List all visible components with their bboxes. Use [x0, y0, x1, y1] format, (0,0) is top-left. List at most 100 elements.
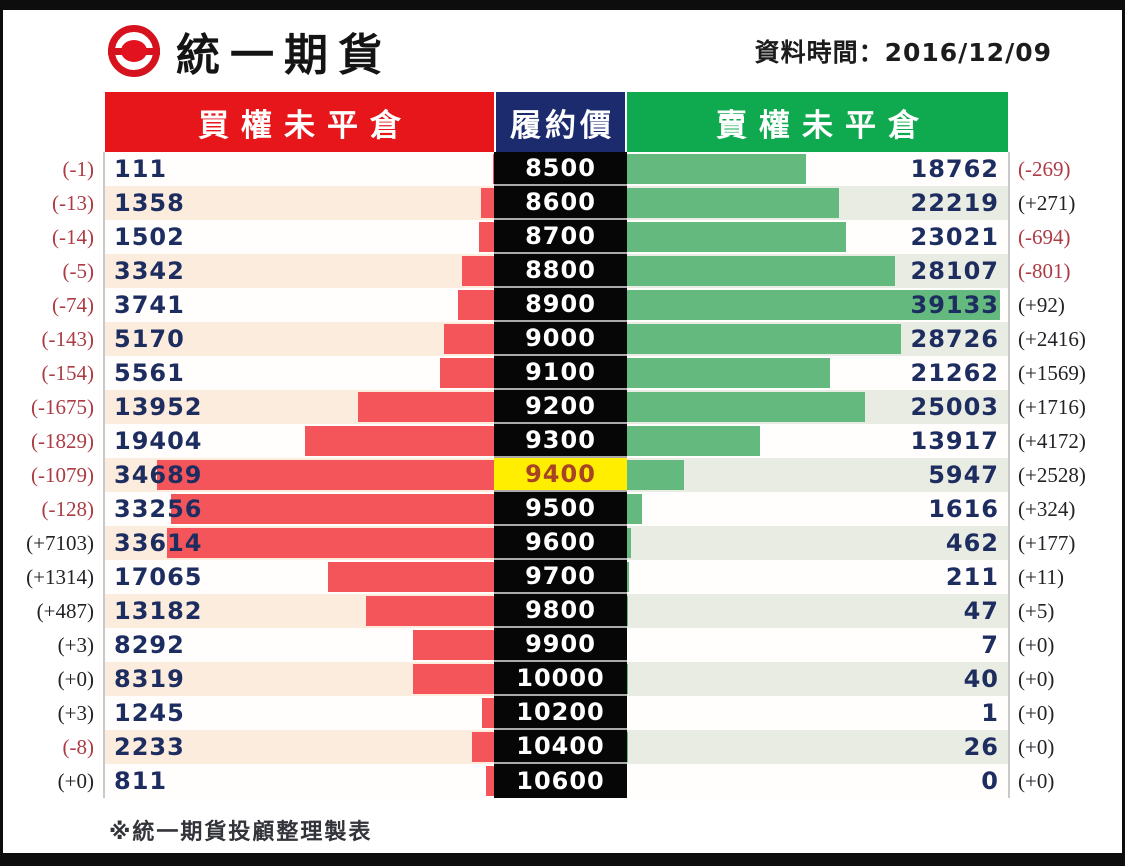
call-oi-bar	[439, 358, 494, 388]
call-change-value: (+0)	[57, 768, 94, 793]
call-oi-bar	[472, 732, 494, 762]
call-oi-cell: 1502	[105, 220, 494, 254]
table-row: (-154) 5561 9100 21262 (+1569)	[3, 356, 1122, 390]
put-change-cell: (+177)	[1008, 526, 1122, 560]
call-oi-bar	[492, 154, 494, 184]
call-change-cell: (-1079)	[3, 458, 105, 492]
call-oi-bar	[443, 324, 494, 354]
call-oi-cell: 13182	[105, 594, 494, 628]
table-row: (-74) 3741 8900 39133 (+92)	[3, 288, 1122, 322]
strike-price-cell: 8600	[494, 186, 627, 220]
call-oi-cell: 1245	[105, 696, 494, 730]
put-change-cell: (+2528)	[1008, 458, 1122, 492]
call-change-value: (-154)	[41, 360, 94, 385]
put-oi-value: 21262	[910, 359, 999, 387]
call-oi-value: 8292	[114, 631, 185, 659]
put-oi-value: 1	[981, 699, 999, 727]
header-left-gutter	[3, 92, 105, 152]
table-row: (+3) 8292 9900 7 (+0)	[3, 628, 1122, 662]
put-oi-bar	[627, 324, 901, 354]
put-change-value: (+0)	[1018, 632, 1055, 657]
put-change-value: (-801)	[1018, 258, 1071, 283]
put-change-value: (+92)	[1018, 292, 1065, 317]
table-row: (-14) 1502 8700 23021 (-694)	[3, 220, 1122, 254]
put-oi-cell: 5947	[627, 458, 1008, 492]
put-oi-value: 23021	[910, 223, 999, 251]
call-change-cell: (-1675)	[3, 390, 105, 424]
call-oi-value: 1358	[114, 189, 185, 217]
call-change-cell: (+487)	[3, 594, 105, 628]
call-change-cell: (+0)	[3, 662, 105, 696]
call-oi-bar	[457, 290, 494, 320]
footer-note: ※統一期貨投顧整理製表	[109, 820, 373, 845]
put-oi-value: 1616	[928, 495, 999, 523]
put-oi-cell: 1616	[627, 492, 1008, 526]
table-row: (+0) 8319 10000 40 (+0)	[3, 662, 1122, 696]
put-oi-cell: 7	[627, 628, 1008, 662]
put-change-cell: (+92)	[1008, 288, 1122, 322]
call-oi-bar	[480, 188, 494, 218]
put-oi-cell: 39133	[627, 288, 1008, 322]
call-oi-cell: 5561	[105, 356, 494, 390]
call-oi-cell: 2233	[105, 730, 494, 764]
put-oi-value: 462	[945, 529, 999, 557]
call-oi-value: 8319	[114, 665, 185, 693]
put-oi-cell: 0	[627, 764, 1008, 798]
call-oi-value: 3741	[114, 291, 185, 319]
call-oi-value: 13952	[114, 393, 203, 421]
call-oi-bar	[486, 766, 494, 796]
call-change-value: (-5)	[62, 258, 94, 283]
call-oi-value: 1245	[114, 699, 185, 727]
put-oi-value: 25003	[910, 393, 999, 421]
strike-price-cell: 9100	[494, 356, 627, 390]
put-oi-value: 18762	[910, 155, 999, 183]
put-oi-value: 5947	[928, 461, 999, 489]
call-oi-cell: 811	[105, 764, 494, 798]
call-change-value: (-1675)	[31, 394, 94, 419]
call-oi-cell: 8292	[105, 628, 494, 662]
put-oi-value: 28726	[910, 325, 999, 353]
put-change-value: (+0)	[1018, 768, 1055, 793]
put-oi-cell: 25003	[627, 390, 1008, 424]
put-change-cell: (-694)	[1008, 220, 1122, 254]
strike-price-cell: 9400	[494, 458, 627, 492]
put-oi-bar	[627, 494, 643, 524]
put-change-value: (+0)	[1018, 666, 1055, 691]
brand-title: 統一期貨	[176, 30, 392, 81]
logo-core-dot	[121, 40, 147, 62]
put-oi-bar	[627, 188, 839, 218]
call-change-cell: (+7103)	[3, 526, 105, 560]
call-oi-cell: 34689	[105, 458, 494, 492]
strike-price-cell: 8700	[494, 220, 627, 254]
call-oi-value: 111	[114, 155, 168, 183]
call-change-cell: (-143)	[3, 322, 105, 356]
call-oi-cell: 1358	[105, 186, 494, 220]
put-oi-value: 26	[963, 733, 999, 761]
strike-price-cell: 8900	[494, 288, 627, 322]
put-change-cell: (+1569)	[1008, 356, 1122, 390]
put-change-value: (+2416)	[1018, 326, 1086, 351]
call-change-cell: (+3)	[3, 696, 105, 730]
strike-price-cell: 8800	[494, 254, 627, 288]
call-change-cell: (-128)	[3, 492, 105, 526]
call-change-cell: (-74)	[3, 288, 105, 322]
call-change-value: (-14)	[52, 224, 94, 249]
call-oi-value: 19404	[114, 427, 203, 455]
put-oi-cell: 23021	[627, 220, 1008, 254]
table-row: (+7103) 33614 9600 462 (+177)	[3, 526, 1122, 560]
call-change-value: (-8)	[62, 734, 94, 759]
put-oi-bar	[627, 460, 684, 490]
put-oi-cell: 28726	[627, 322, 1008, 356]
strike-price-cell: 10600	[494, 764, 627, 798]
call-change-value: (-13)	[52, 190, 94, 215]
strike-price-cell: 9300	[494, 424, 627, 458]
call-change-cell: (-1)	[3, 152, 105, 186]
table-row: (+1314) 17065 9700 211 (+11)	[3, 560, 1122, 594]
header-call-oi: 買權未平倉	[105, 92, 494, 152]
put-change-cell: (+0)	[1008, 628, 1122, 662]
call-oi-bar	[461, 256, 494, 286]
table-rows: (-1) 111 8500 18762 (-269) (-13) 1358 86…	[3, 152, 1122, 798]
call-change-cell: (-13)	[3, 186, 105, 220]
call-oi-value: 33614	[114, 529, 203, 557]
call-oi-value: 33256	[114, 495, 203, 523]
